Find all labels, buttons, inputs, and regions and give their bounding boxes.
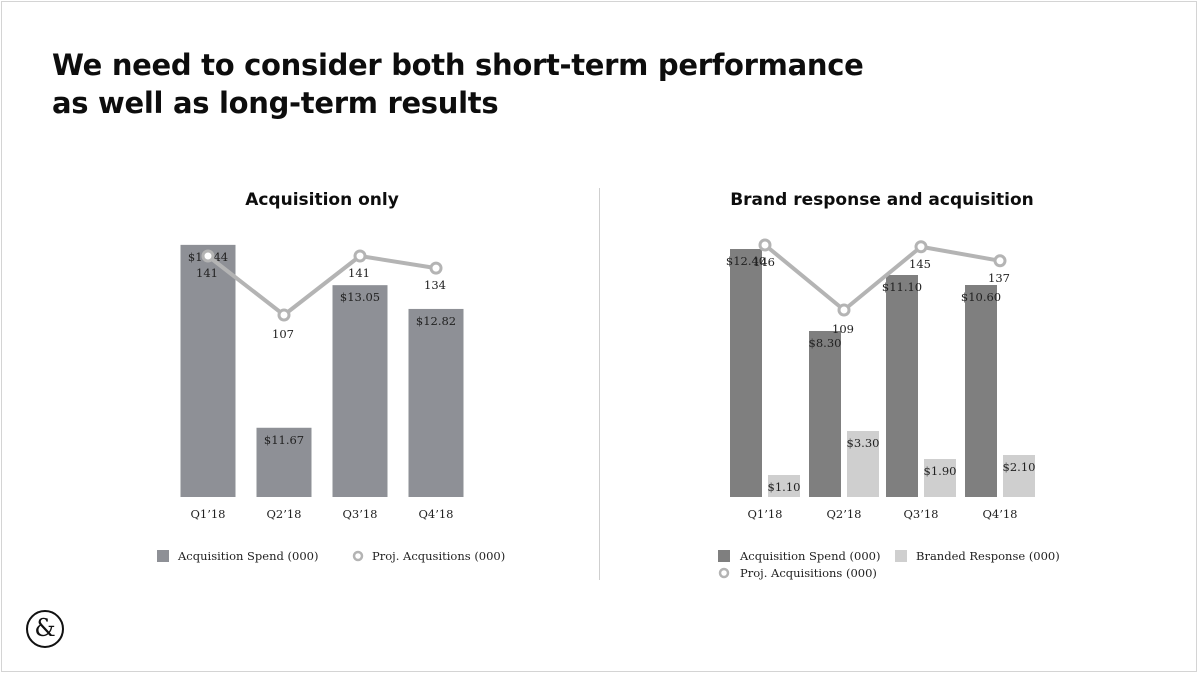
- projection-value-label: 137: [988, 271, 1010, 285]
- bar-branded-response: [924, 459, 956, 497]
- bar-acquisition-spend: [886, 275, 918, 497]
- projection-value-label: 141: [196, 266, 218, 280]
- bar-acquisition-spend: [332, 285, 388, 497]
- projection-point: [201, 249, 215, 263]
- projection-point: [758, 238, 772, 252]
- projection-line: [763, 243, 1001, 312]
- legend-swatch-branded-response: [895, 550, 907, 562]
- legend-label: Acquisition Spend (000): [739, 549, 880, 563]
- projection-point: [837, 303, 851, 317]
- bar-acquisition-spend: [408, 308, 464, 497]
- x-tick-label: Q2’18: [266, 507, 301, 521]
- projection-value-label: 141: [348, 266, 370, 280]
- bar-value-label: $1.10: [768, 480, 801, 494]
- bar-acquisition-spend: [809, 331, 841, 497]
- x-tick-label: Q4’18: [982, 507, 1017, 521]
- title-line-1: We need to consider both short-term perf…: [52, 48, 864, 82]
- legend-swatch-acquisition-spend: [718, 550, 730, 562]
- legend-marker-projection: [352, 550, 364, 562]
- bar-value-label: $10.60: [961, 290, 1001, 304]
- bar-value-label: $12.40: [726, 254, 766, 268]
- projection-value-label: 145: [909, 257, 931, 271]
- projection-point: [914, 240, 928, 254]
- legend-label: Proj. Acqusitions (000): [372, 549, 505, 563]
- projection-value-label: 109: [832, 322, 854, 336]
- projection-point: [277, 308, 291, 322]
- chart-title: Brand response and acquisition: [730, 190, 1034, 210]
- bar-value-label: $8.30: [809, 336, 842, 350]
- bar-acquisition-spend: [180, 244, 236, 497]
- chart-divider: [599, 188, 600, 580]
- legend-swatch-acquisition-spend: [157, 550, 169, 562]
- projection-value-label: 134: [424, 278, 446, 292]
- bar-value-label: $12.82: [416, 314, 456, 328]
- legend-label: Branded Response (000): [916, 549, 1060, 563]
- legend-marker-projection: [718, 567, 730, 579]
- projection-point: [993, 254, 1007, 268]
- ampersand-logo: &: [26, 610, 64, 648]
- bar-acquisition-spend: [965, 285, 997, 497]
- x-tick-label: Q1’18: [190, 507, 225, 521]
- legend-label: Acquisition Spend (000): [177, 549, 318, 563]
- projection-point: [429, 261, 443, 275]
- x-tick-label: Q3’18: [903, 507, 938, 521]
- title-line-2: as well as long-term results: [52, 86, 499, 120]
- x-tick-label: Q1’18: [747, 507, 782, 521]
- bar-branded-response: [768, 475, 800, 497]
- bar-value-label: $11.67: [264, 433, 304, 447]
- bar-value-label: $11.10: [882, 280, 922, 294]
- x-tick-label: Q4’18: [418, 507, 453, 521]
- projection-value-label: 146: [753, 255, 775, 269]
- projection-point: [353, 249, 367, 263]
- bar-branded-response: [1003, 455, 1035, 497]
- x-tick-label: Q2’18: [826, 507, 861, 521]
- bar-branded-response: [847, 431, 879, 497]
- legend-label: Proj. Acquisitions (000): [740, 566, 877, 580]
- bar-value-label: $3.30: [847, 436, 880, 450]
- bar-acquisition-spend: [730, 249, 762, 497]
- bar-acquisition-spend: [256, 427, 312, 497]
- page-title: We need to consider both short-term perf…: [52, 46, 952, 122]
- bar-value-label: $1.90: [924, 464, 957, 478]
- chart-title: Acquisition only: [245, 190, 399, 210]
- projection-line: [206, 254, 437, 317]
- bar-value-label: $13.05: [340, 290, 380, 304]
- x-tick-label: Q3’18: [342, 507, 377, 521]
- projection-value-label: 107: [272, 327, 294, 341]
- bar-value-label: $2.10: [1003, 460, 1036, 474]
